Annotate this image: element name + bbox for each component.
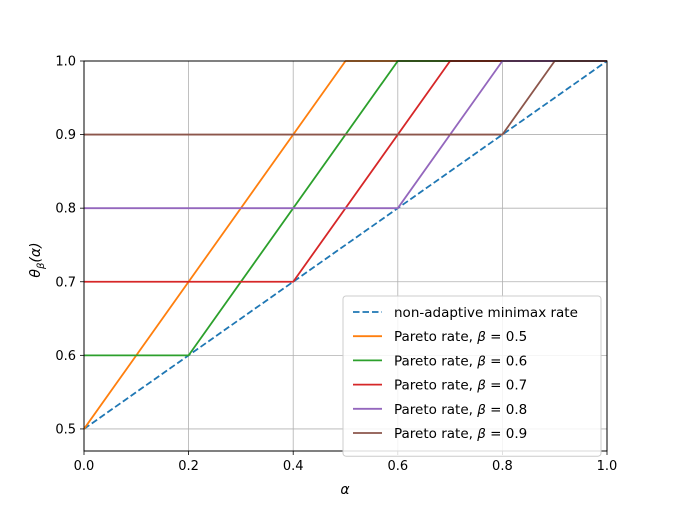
y-tick-label: 0.6 <box>55 349 76 364</box>
y-axis-label-theta: θ <box>28 269 44 278</box>
legend-label-5: Pareto rate, β = 0.9 <box>394 426 527 442</box>
x-tick-label: 0.0 <box>74 459 95 474</box>
y-tick-label: 0.9 <box>55 128 76 143</box>
legend-box <box>342 295 602 457</box>
legend-label-3: Pareto rate, β = 0.7 <box>394 378 527 394</box>
legend-label-2: Pareto rate, β = 0.6 <box>394 353 527 369</box>
y-tick-label: 0.8 <box>55 202 76 217</box>
x-tick-label: 0.6 <box>387 459 408 474</box>
x-tick-label: 0.2 <box>178 459 199 474</box>
y-tick-label: 0.7 <box>55 275 76 290</box>
y-tick-label: 0.5 <box>55 422 76 437</box>
x-tick-label: 0.4 <box>283 459 304 474</box>
legend-label-0: non-adaptive minimax rate <box>394 305 578 321</box>
legend-label-4: Pareto rate, β = 0.8 <box>394 402 527 418</box>
series-line-5 <box>84 60 607 136</box>
legend: non-adaptive minimax rate Pareto rate, β … <box>342 295 602 457</box>
y-tick-label: 1.0 <box>55 55 76 70</box>
series-line-0 <box>83 60 608 430</box>
y-axis-label: θβ(α) <box>28 242 47 277</box>
x-axis-label: α <box>340 482 350 498</box>
y-axis-label-sub: β <box>36 262 47 270</box>
svg-text:θβ(α): θβ(α) <box>28 242 47 277</box>
x-tick-label: 1.0 <box>597 459 618 474</box>
ticks: 0.0 0.2 0.4 0.6 0.8 1.0 0.5 0.6 0.7 0.8 0.9 1.0 <box>55 55 617 475</box>
series-line-3 <box>84 60 607 283</box>
legend-label-1: Pareto rate, β = 0.5 <box>394 329 527 345</box>
y-axis-label-arg: (α) <box>28 242 44 262</box>
x-tick-label: 0.8 <box>492 459 513 474</box>
